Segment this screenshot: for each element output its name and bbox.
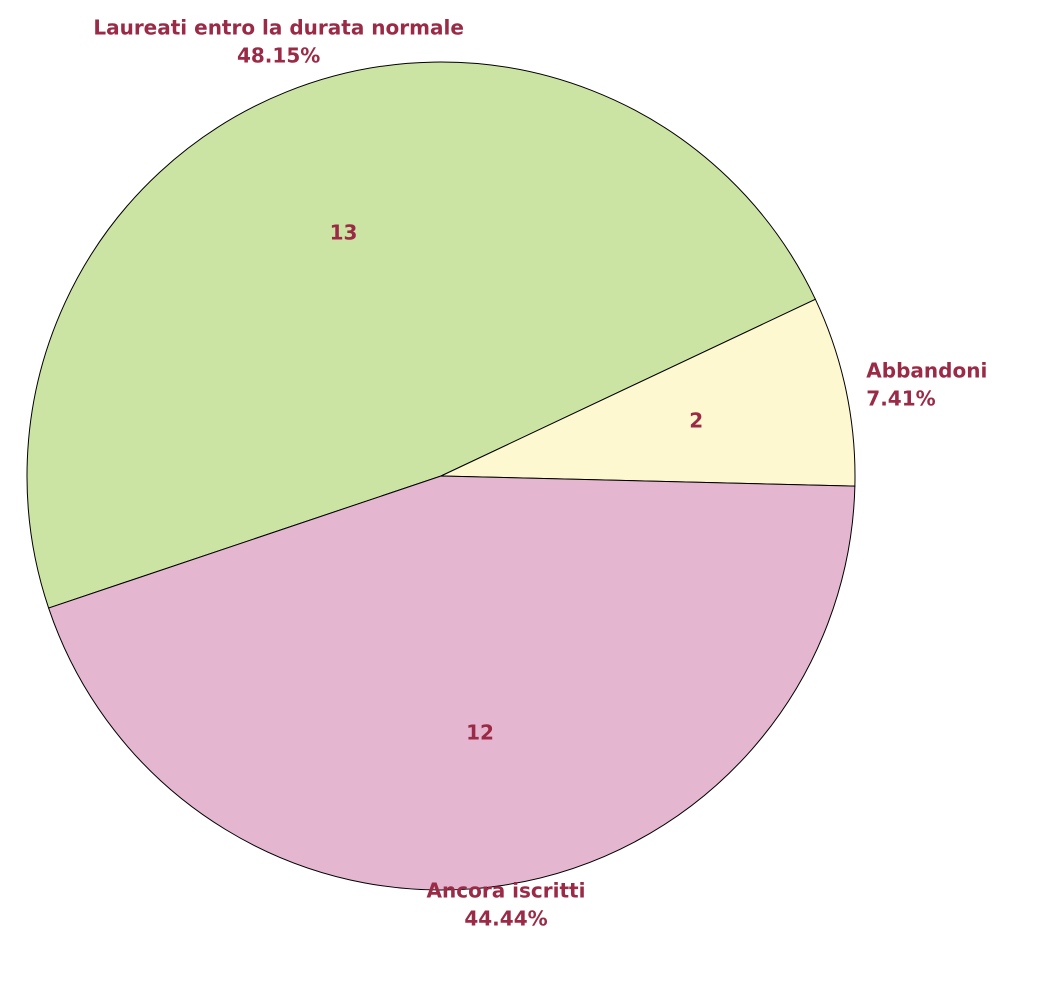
slice-name-label: Ancora iscritti xyxy=(427,878,586,902)
slice-value-label: 2 xyxy=(689,409,703,433)
pie-slice xyxy=(47,475,856,891)
slice-name-label: Abbandoni xyxy=(866,359,987,383)
slice-percent-label: 48.15% xyxy=(237,43,320,67)
slice-value-label: 13 xyxy=(330,221,358,245)
slice-value-label: 12 xyxy=(466,720,494,744)
pie-slice xyxy=(26,61,817,609)
slice-name-label: Laureati entro la durata normale xyxy=(93,15,464,39)
slice-percent-label: 44.44% xyxy=(464,906,547,930)
pie-slice xyxy=(440,298,856,487)
slice-percent-label: 7.41% xyxy=(866,387,935,411)
